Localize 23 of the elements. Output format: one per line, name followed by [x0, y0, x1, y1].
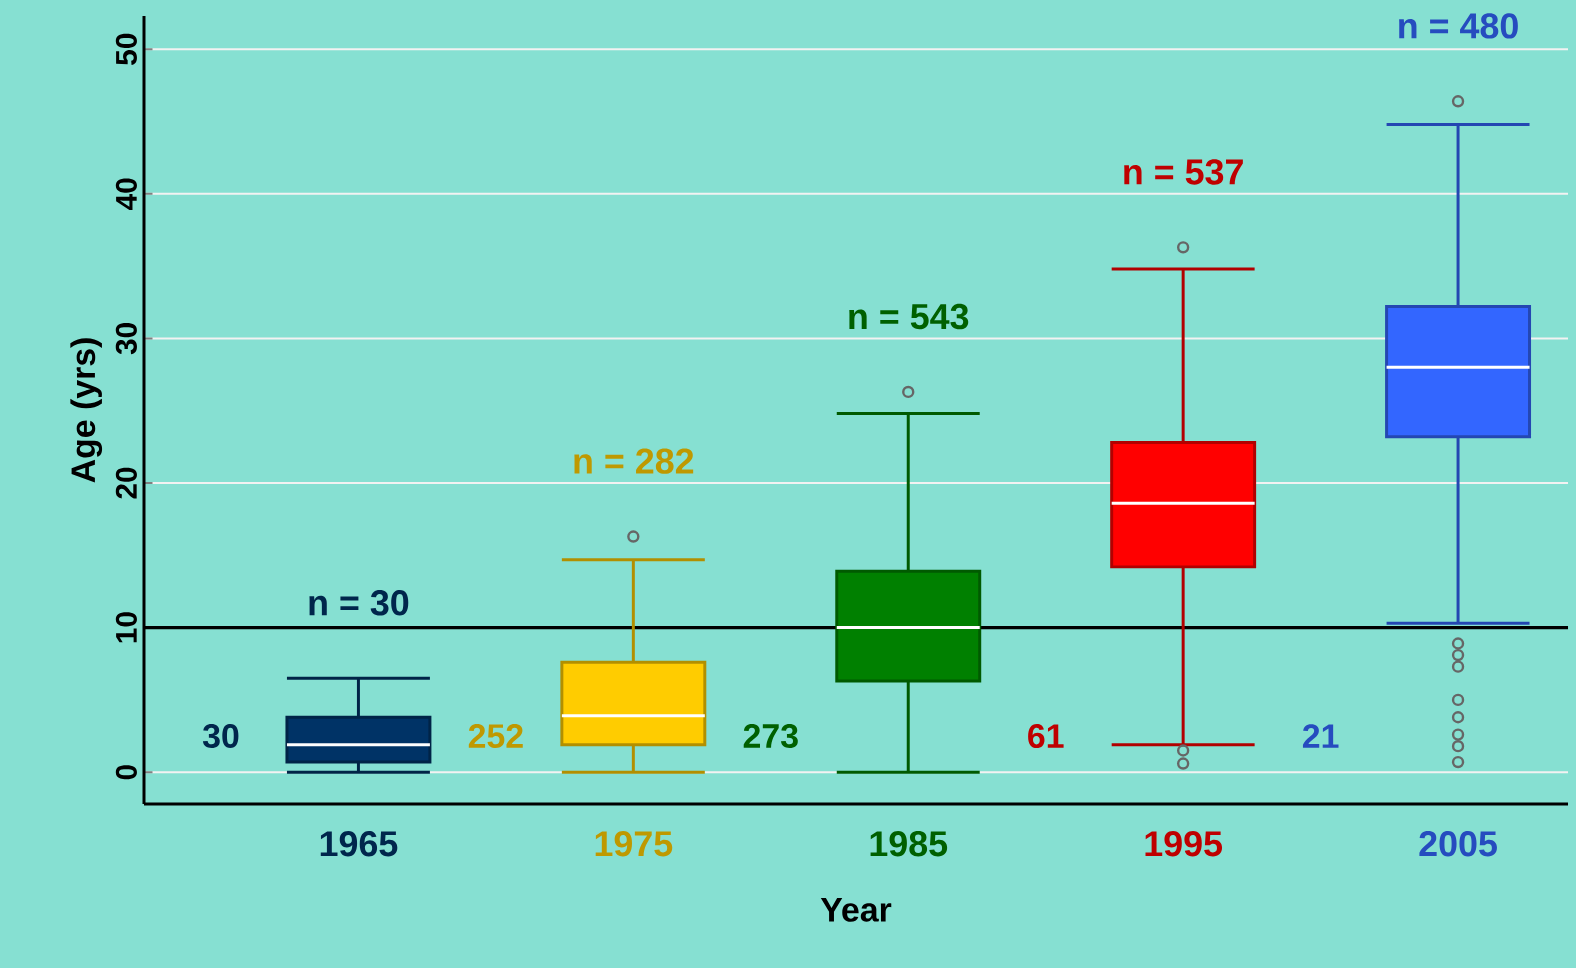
x-tick-label: 1995 [1145, 831, 1223, 857]
x-tick-label: 2005 [1419, 831, 1497, 857]
annotation: 252 [468, 724, 523, 749]
y-tick-label: 20 [115, 467, 137, 499]
annotation: n = 537 [1124, 159, 1243, 185]
annotation: 30 [202, 724, 239, 749]
y-tick-label: 50 [115, 33, 137, 65]
x-tick-label: 1975 [595, 831, 673, 857]
annotation: n = 30 [309, 590, 409, 616]
annotation: 61 [1028, 724, 1064, 749]
x-tick-label: 1965 [320, 831, 398, 857]
annotation: 273 [743, 724, 798, 749]
y-tick-label: 10 [115, 612, 137, 643]
annotation: n = 480 [1399, 13, 1518, 39]
x-axis-title: Year [820, 898, 892, 922]
y-tick-label: 0 [115, 765, 137, 780]
y-tick-label: 40 [115, 178, 137, 211]
y-axis-title: Age (yrs) [70, 338, 103, 483]
x-tick-label: 1985 [870, 831, 948, 857]
y-tick-label: 30 [115, 323, 137, 355]
annotation: 21 [1302, 724, 1339, 748]
annotation: n = 543 [849, 303, 969, 330]
annotation: n = 282 [574, 448, 694, 474]
